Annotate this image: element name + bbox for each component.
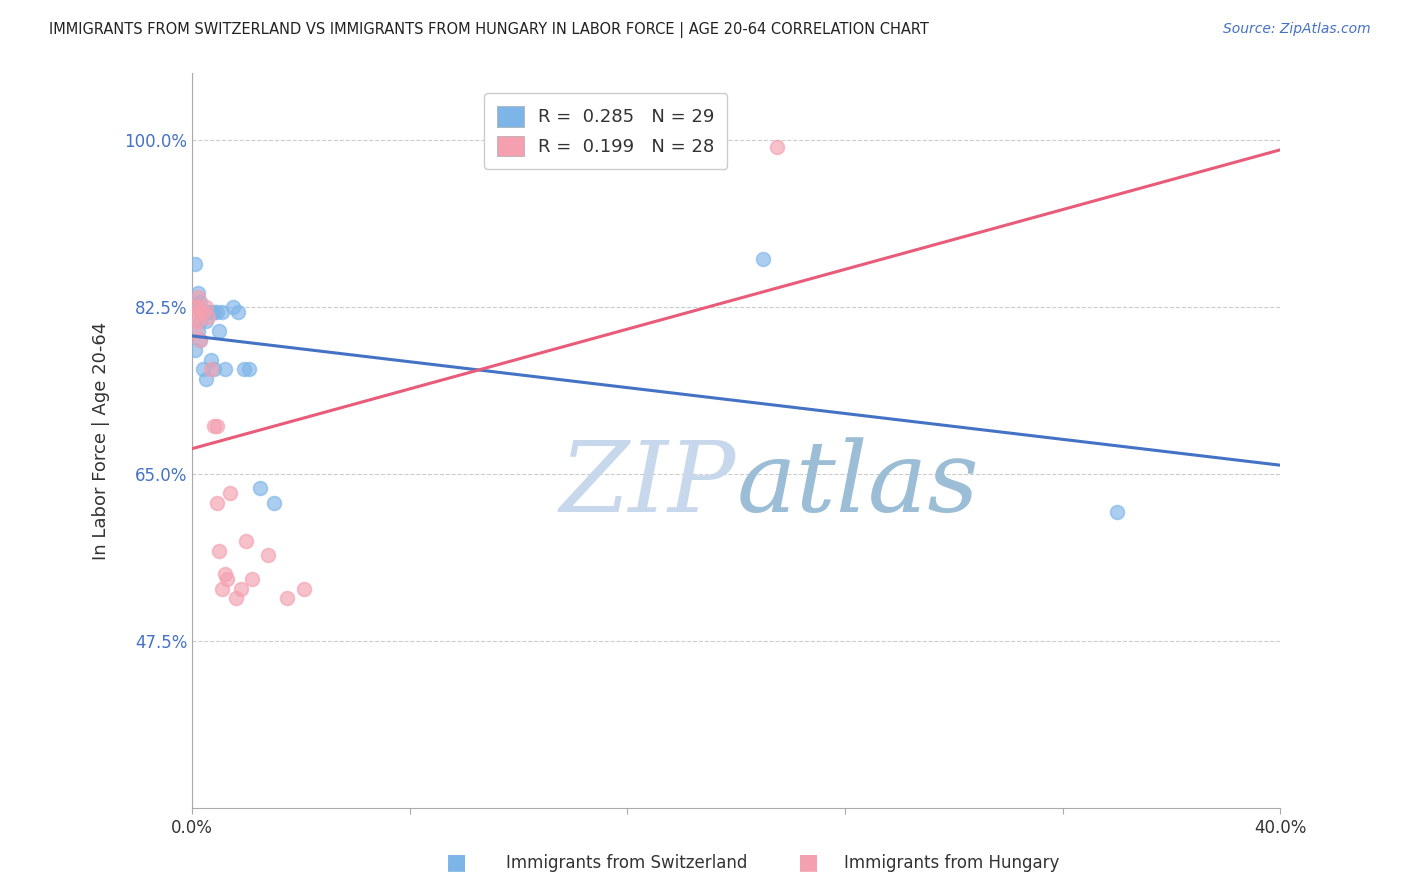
Point (194, 314, 217, 328)
Point (214, 362, 236, 376)
Point (188, 305, 211, 319)
Text: atlas: atlas (737, 437, 979, 533)
Point (225, 591, 247, 606)
Point (191, 305, 214, 319)
Point (184, 343, 207, 357)
Point (186, 300, 208, 314)
Legend: R =  0.285   N = 29, R =  0.199   N = 28: R = 0.285 N = 29, R = 0.199 N = 28 (484, 93, 727, 169)
Point (194, 300, 217, 314)
Point (205, 496, 228, 510)
Point (188, 334, 211, 348)
Point (232, 362, 254, 376)
Point (257, 549, 280, 563)
Text: ■: ■ (799, 853, 818, 872)
Point (238, 362, 260, 376)
Point (766, 140, 789, 154)
Point (194, 371, 217, 385)
Point (197, 310, 219, 324)
Point (186, 324, 208, 338)
Point (184, 324, 207, 338)
Point (205, 419, 228, 434)
Point (276, 591, 298, 606)
Point (211, 582, 233, 596)
Point (184, 300, 207, 314)
Text: Source: ZipAtlas.com: Source: ZipAtlas.com (1223, 22, 1371, 37)
Point (228, 305, 250, 319)
Text: Immigrants from Hungary: Immigrants from Hungary (844, 855, 1059, 872)
Point (184, 257, 207, 271)
Point (240, 572, 263, 586)
Text: ZIP: ZIP (560, 437, 737, 533)
Point (222, 300, 245, 314)
Point (186, 290, 208, 304)
Point (219, 486, 242, 500)
Point (1107, 505, 1129, 519)
Point (214, 567, 236, 582)
Point (208, 543, 231, 558)
Point (188, 334, 211, 348)
Point (200, 352, 222, 367)
Point (188, 314, 211, 328)
Point (205, 305, 228, 319)
Point (217, 572, 239, 586)
Point (191, 305, 214, 319)
Point (235, 534, 257, 549)
Point (186, 285, 208, 300)
Point (292, 582, 315, 596)
Point (263, 496, 285, 510)
Point (752, 252, 775, 267)
Text: IMMIGRANTS FROM SWITZERLAND VS IMMIGRANTS FROM HUNGARY IN LABOR FORCE | AGE 20-6: IMMIGRANTS FROM SWITZERLAND VS IMMIGRANT… (49, 22, 929, 38)
Point (191, 362, 214, 376)
Point (197, 305, 219, 319)
Point (211, 305, 233, 319)
Point (188, 295, 211, 310)
Point (202, 362, 225, 376)
Point (249, 482, 271, 496)
Point (202, 305, 225, 319)
Point (200, 305, 222, 319)
Point (184, 310, 207, 324)
Text: ■: ■ (447, 853, 467, 872)
Y-axis label: In Labor Force | Age 20-64: In Labor Force | Age 20-64 (93, 322, 110, 560)
Point (202, 419, 225, 434)
Point (208, 324, 231, 338)
Point (229, 582, 252, 596)
Text: Immigrants from Switzerland: Immigrants from Switzerland (506, 855, 748, 872)
Point (186, 314, 208, 328)
Point (186, 300, 208, 314)
Point (200, 362, 222, 376)
